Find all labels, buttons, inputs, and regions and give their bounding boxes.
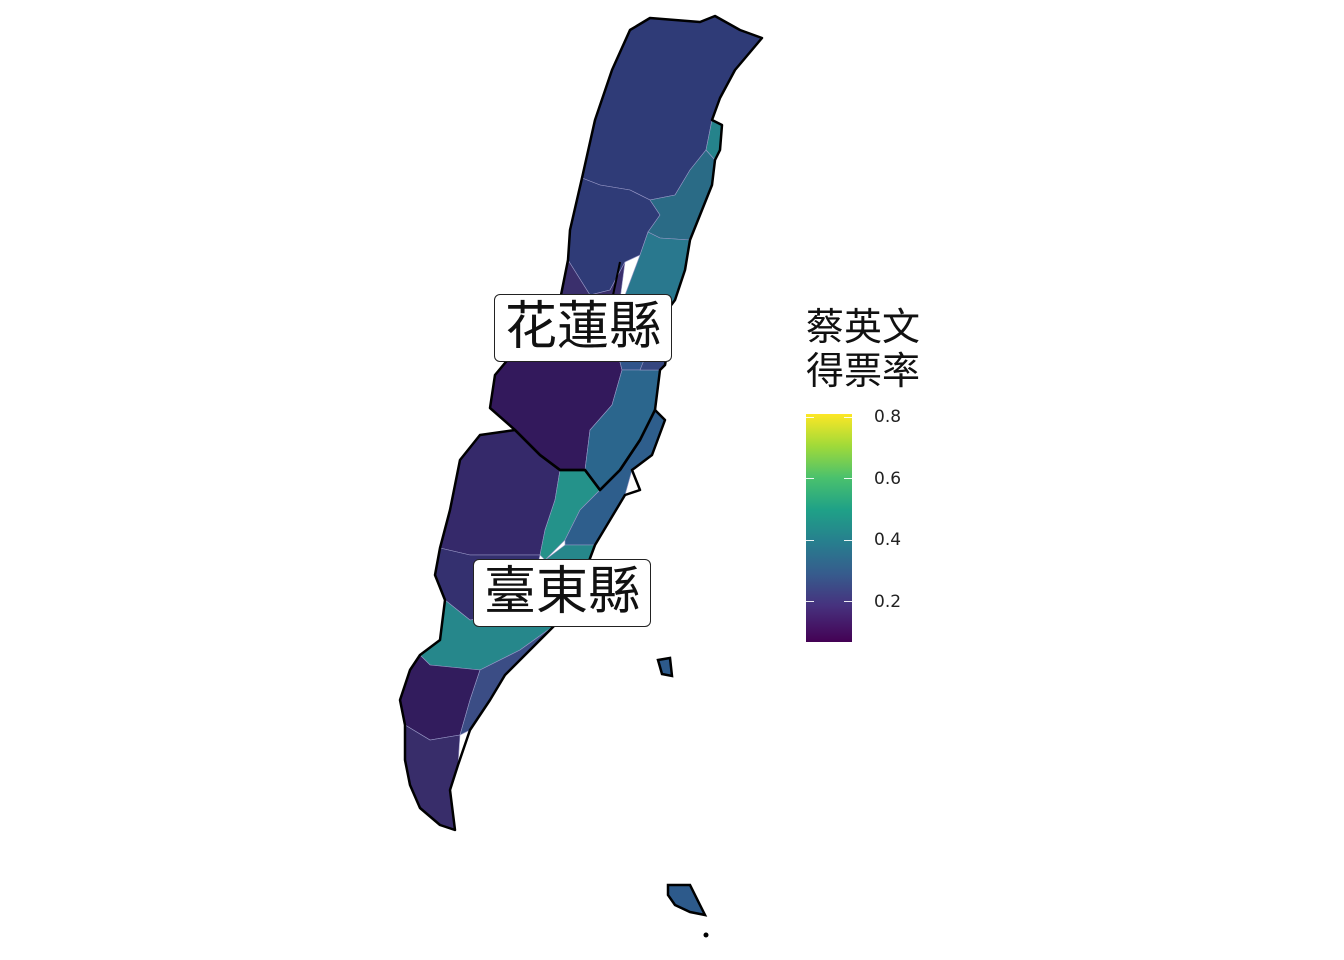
legend-title-line1: 蔡英文 xyxy=(806,305,921,349)
county-label-taitung: 臺東縣 xyxy=(473,559,652,627)
township-region[interactable] xyxy=(404,724,461,831)
county-label-hualien: 花蓮縣 xyxy=(494,294,673,362)
hualien-county xyxy=(489,15,763,491)
legend: 蔡英文 得票率 0.8 0.6 0.4 0.2 xyxy=(806,305,1006,642)
taitung-border xyxy=(398,408,667,832)
legend-title: 蔡英文 得票率 xyxy=(806,305,1006,393)
small-islet xyxy=(703,932,709,938)
legend-tick-label: 0.4 xyxy=(874,530,902,551)
legend-tick-label: 0.8 xyxy=(874,407,902,428)
orchid-island-border xyxy=(666,883,708,917)
green-island-border xyxy=(656,656,674,678)
legend-tick-label: 0.2 xyxy=(874,591,902,612)
legend-tick-label: 0.6 xyxy=(874,468,902,489)
township-region[interactable] xyxy=(581,15,763,201)
hualien-border xyxy=(488,14,764,492)
legend-colorbar: 0.8 0.6 0.4 0.2 xyxy=(806,407,901,642)
legend-title-line2: 得票率 xyxy=(806,349,921,393)
hualien-label-leader xyxy=(611,261,621,301)
